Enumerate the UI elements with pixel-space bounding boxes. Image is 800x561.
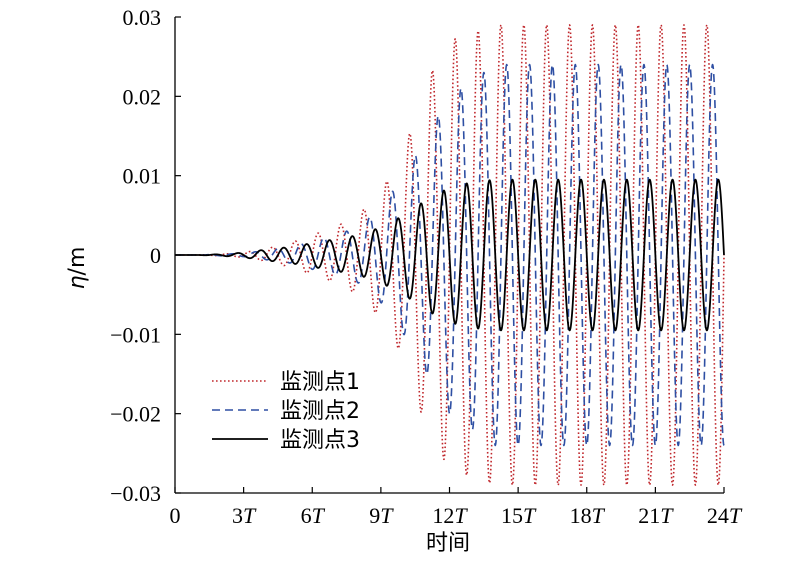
y-tick-label: −0.02 — [110, 402, 161, 427]
x-tick-label: 18T — [570, 503, 606, 528]
y-axis-label: η/m — [65, 247, 90, 290]
series-line-3 — [174, 178, 725, 332]
legend-label-1: 监测点1 — [280, 370, 360, 395]
ticks-layer: 0.03 0.02 0.01 0 −0.01 −0.02 −0.03 0 3T 6T 9T 12T 15… — [110, 5, 743, 528]
series-layer — [174, 24, 725, 486]
legend-label-3: 监测点3 — [280, 428, 360, 453]
y-axis-label-unit: /m — [65, 247, 90, 276]
x-tick-label: 3T — [232, 503, 257, 528]
y-tick-label: 0 — [150, 243, 161, 268]
legend-label-2: 监测点2 — [280, 399, 360, 424]
y-tick-label: 0.01 — [123, 164, 162, 189]
series-line-2 — [174, 63, 725, 447]
x-tick-label: 21T — [638, 503, 674, 528]
x-tick-label: 0 — [170, 503, 181, 528]
x-tick-label: 24T — [707, 503, 743, 528]
x-tick-label: 9T — [369, 503, 394, 528]
y-tick-label: 0.03 — [123, 5, 162, 30]
y-tick-label: 0.02 — [123, 84, 162, 109]
y-tick-label: −0.01 — [110, 322, 161, 347]
x-tick-label: 12T — [432, 503, 468, 528]
y-axis-label-symbol: η — [65, 275, 90, 289]
x-tick-label: 15T — [501, 503, 537, 528]
x-axis-label: 时间 — [426, 531, 470, 556]
x-tick-label: 6T — [301, 503, 326, 528]
legend: 监测点1 监测点2 监测点3 — [212, 370, 360, 453]
y-tick-label: −0.03 — [110, 481, 161, 506]
